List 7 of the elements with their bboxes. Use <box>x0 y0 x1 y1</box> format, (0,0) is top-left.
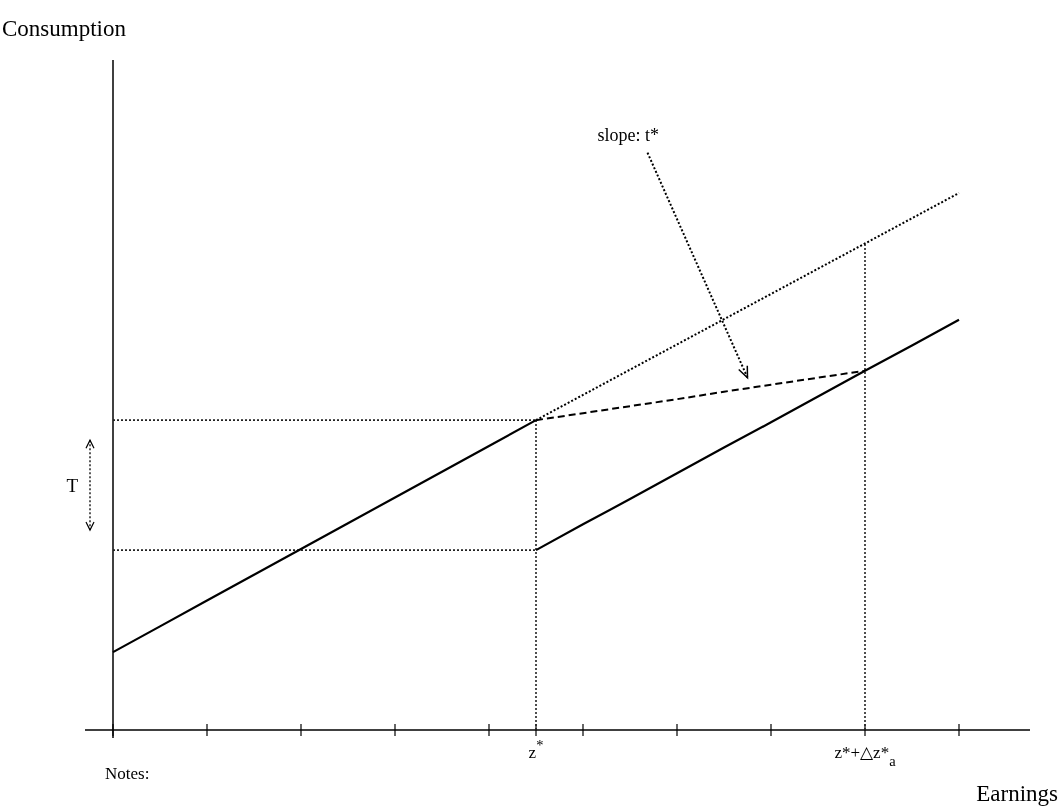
text: Consumption <box>2 16 127 41</box>
text: slope: t* <box>597 124 659 145</box>
x-axis-title: Earnings <box>976 781 1059 806</box>
text: T <box>66 475 79 497</box>
text: Notes: <box>105 764 150 783</box>
x-tick-label: z$^{*}$ <box>528 737 544 762</box>
x-tick-label: z*+△z*$_{a}$ <box>834 743 897 769</box>
